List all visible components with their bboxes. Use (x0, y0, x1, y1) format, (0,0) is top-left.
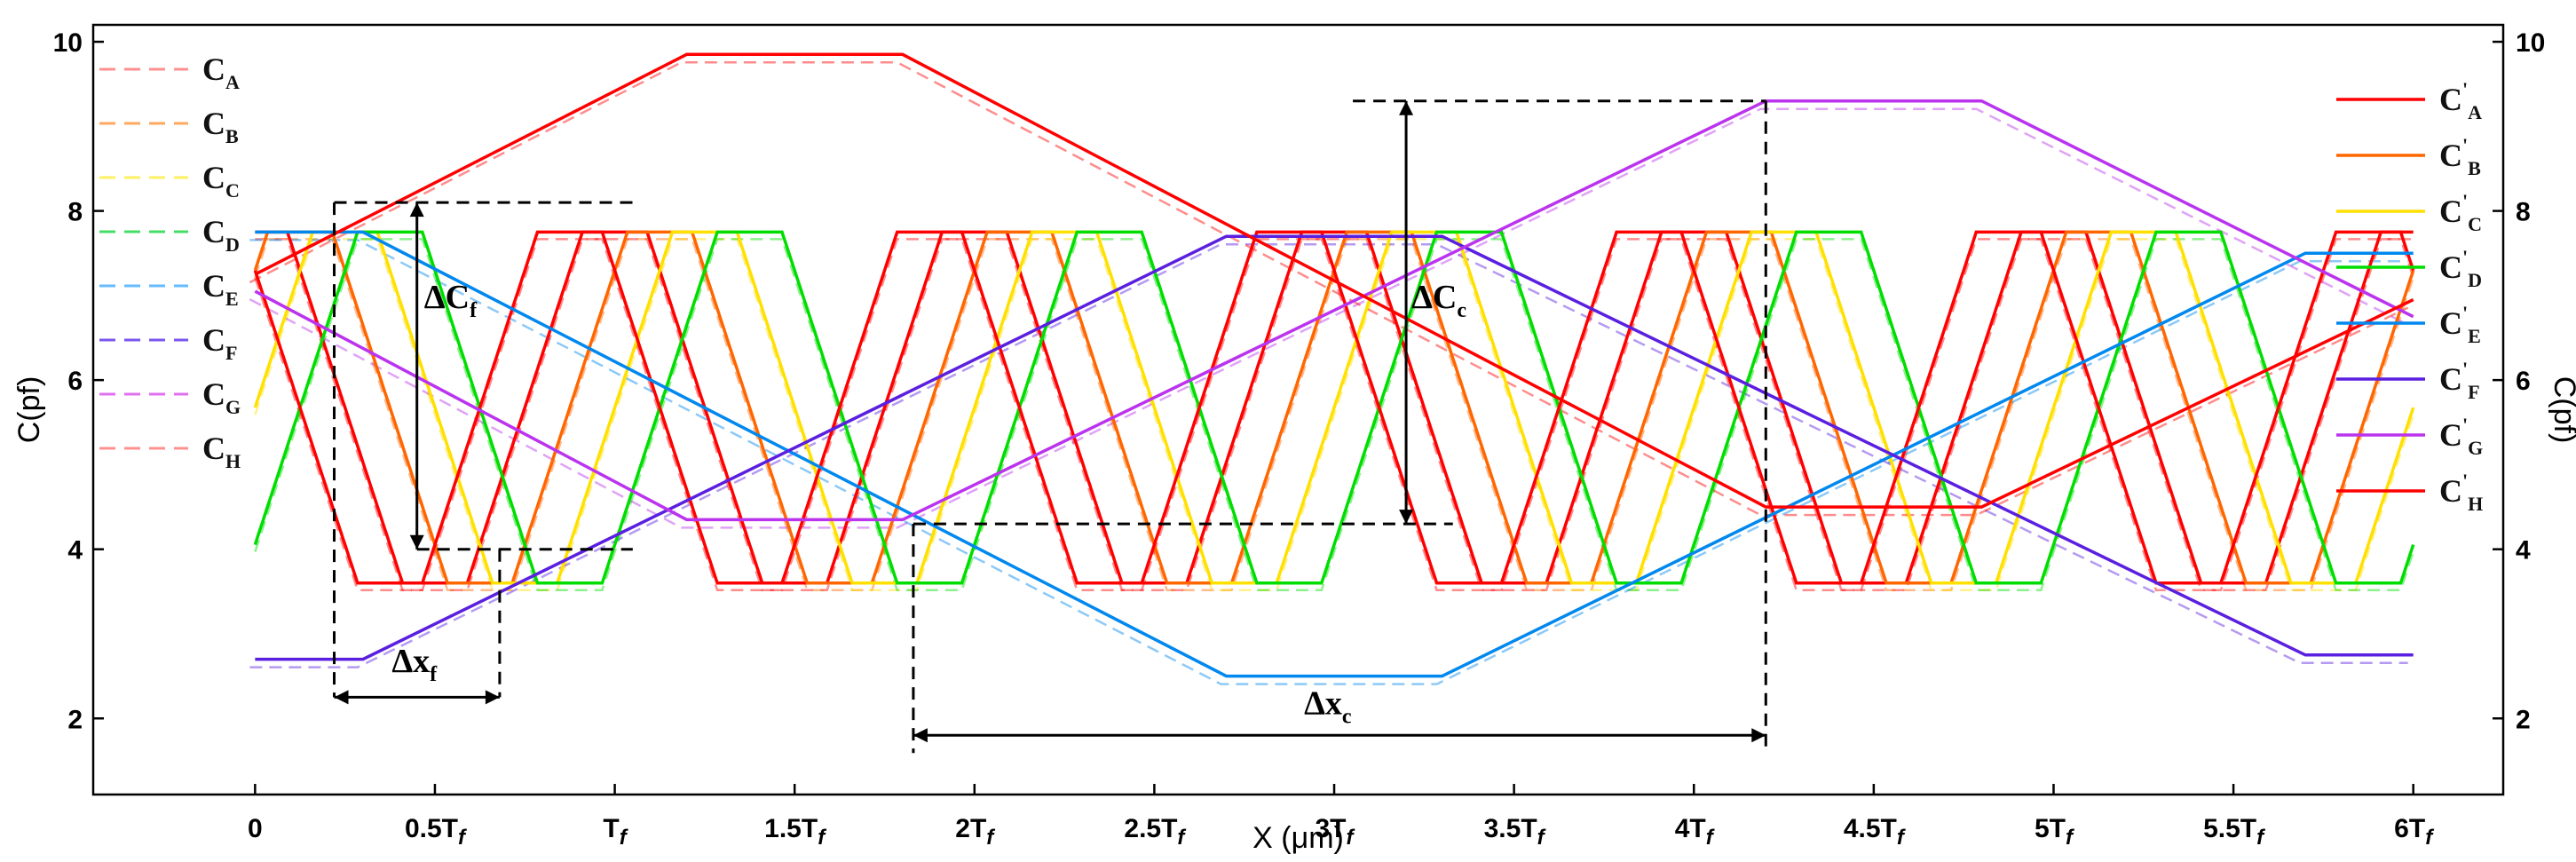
legend-right-label-E: C'E (2439, 302, 2481, 347)
x-tick-label: 3.5Tf (1484, 814, 1546, 850)
y-tick-label-right: 2 (2516, 705, 2531, 734)
y-tick-label-right: 10 (2516, 28, 2545, 58)
coarse-curve-H2 (254, 52, 2414, 509)
x-tick-label: 4.5Tf (1844, 814, 1906, 850)
fine-curve-H (253, 230, 2415, 585)
x-tick-label: Tf (603, 814, 628, 850)
annotations: ΔCf Δxf ΔCc Δxc (333, 99, 1767, 754)
axes-labels: 2 2 4 4 6 6 8 8 10 10 0 0.5Tf Tf 1.5Tf 2Tf 2.5Tf 3Tf 3.5T… (12, 28, 2576, 855)
delta-cc-arrow-head-bottom (1399, 510, 1414, 525)
x-tick-label: 0.5Tf (405, 814, 467, 850)
legend-right-label-H: C'H (2439, 470, 2483, 515)
delta-cc-label: ΔCc (1411, 279, 1466, 322)
x-tick-label: 1.5Tf (764, 814, 826, 850)
y-axis-title-left: C(pf) (12, 376, 46, 444)
legend-right-label-F: C'F (2439, 358, 2480, 403)
delta-cf-label: ΔCf (424, 279, 478, 322)
legend-left-label-B: CB (202, 106, 239, 147)
coarse-curve-dashed-E (249, 239, 2408, 685)
legend-right: C'A C'B C'C C'D C'E C'F C'G C'H (2336, 78, 2483, 515)
legend-left-label-F: CF (202, 322, 237, 364)
dashed-fine-curves (254, 238, 2414, 592)
y-tick-label-left: 4 (67, 536, 83, 565)
x-tick-label: 5.5Tf (2203, 814, 2265, 850)
coarse-curve-G (254, 99, 2414, 522)
solid-coarse-curves (254, 52, 2414, 678)
delta-cf-arrow-head-top (409, 202, 424, 217)
delta-xc-arrow-head-right (1751, 728, 1766, 743)
x-axis-title: X (μm) (1252, 821, 1344, 855)
delta-xf-arrow-head-left (334, 690, 349, 705)
delta-xc-label: Δxc (1304, 684, 1352, 728)
delta-cf-arrow-head-bottom (409, 534, 424, 550)
delta-cc-arrow-head-top (1399, 100, 1414, 115)
legend-left-label-E: CE (202, 268, 239, 310)
delta-xf-label: Δxf (391, 643, 438, 686)
coarse-curve-F (255, 234, 2414, 661)
y-tick-label-right: 6 (2516, 367, 2531, 396)
legend-left: CA CB CC CD CE CF CG CH (99, 51, 241, 472)
legend-left-label-H: CH (202, 431, 241, 472)
legend-right-label-B: C'B (2439, 134, 2481, 179)
x-tick-label: 2Tf (955, 814, 995, 850)
legend-left-label-C: CC (202, 160, 240, 202)
legend-left-label-D: CD (202, 214, 240, 256)
legend-right-label-G: C'G (2439, 414, 2483, 459)
fine-curve-dashed-B (254, 238, 2414, 592)
legend-right-label-D: C'D (2439, 246, 2482, 291)
plot-border (91, 23, 2505, 796)
fine-curve-dashed-C (254, 238, 2414, 592)
y-tick-label-left: 2 (67, 705, 83, 734)
y-tick-label-right: 4 (2516, 536, 2531, 565)
plot-frame (91, 23, 2505, 796)
x-tick-label: 5Tf (2035, 814, 2074, 850)
delta-xc-arrow-head-left (913, 728, 928, 743)
y-tick-label-right: 8 (2516, 198, 2531, 227)
delta-xf-arrow-head-right (485, 690, 500, 705)
fine-curve-dashed-D (254, 238, 2414, 592)
x-tick-label: 0 (248, 814, 263, 843)
x-tick-label: 4Tf (1675, 814, 1715, 850)
fine-curve-dashed-H (254, 238, 2414, 592)
y-tick-label-left: 10 (53, 28, 83, 58)
legend-right-label-A: C'A (2439, 78, 2482, 123)
fine-curve-C (253, 230, 2415, 585)
x-tick-label: 2.5Tf (1124, 814, 1186, 850)
dashed-coarse-curves (249, 61, 2409, 685)
x-tick-label: 3Tf (1316, 814, 1355, 850)
legend-left-label-A: CA (202, 51, 240, 93)
solid-fine-curves (253, 230, 2415, 585)
y-tick-label-left: 6 (67, 367, 83, 396)
fine-curve-A (255, 230, 2414, 585)
y-axis-title-right: C(pf) (2548, 376, 2576, 444)
fine-curve-D (253, 230, 2415, 585)
y-tick-label-left: 8 (67, 198, 83, 227)
coarse-curve-E (255, 230, 2414, 678)
legend-right-label-C: C'C (2439, 190, 2482, 235)
coarse-curve-dashed-G (249, 107, 2409, 529)
coarse-curve-dashed-F (249, 242, 2408, 668)
legend-left-label-G: CG (202, 376, 241, 418)
fine-curve-dashed-A (255, 238, 2414, 592)
x-tick-label: 6Tf (2394, 814, 2434, 850)
